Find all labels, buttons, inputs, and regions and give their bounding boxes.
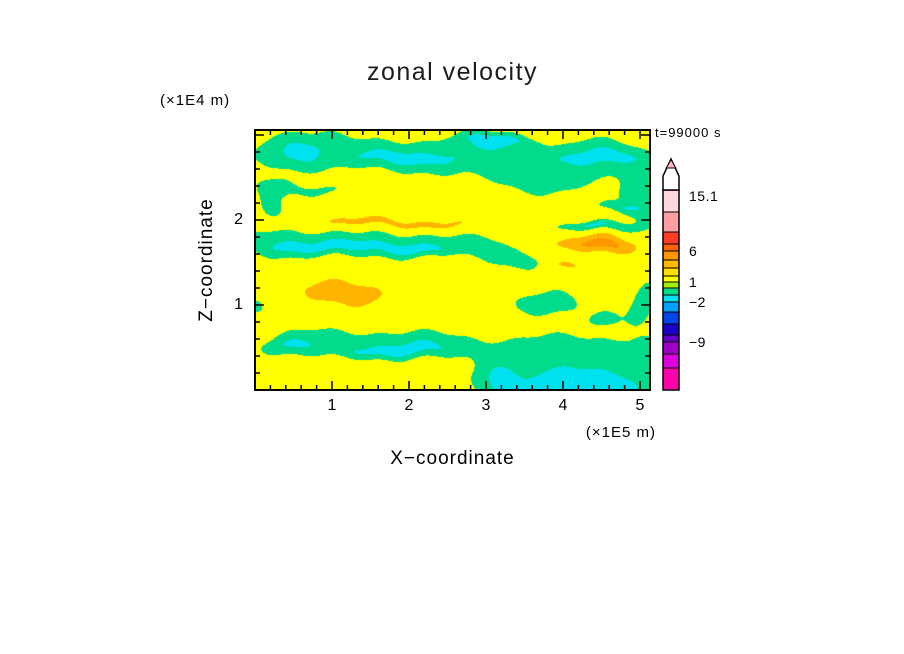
colorbar-label: 6 xyxy=(689,243,698,259)
x-tick-label: 4 xyxy=(558,397,568,414)
y-tick-label: 2 xyxy=(234,211,243,228)
x-axis-label: X−coordinate xyxy=(390,448,515,469)
x-tick-label: 5 xyxy=(635,397,645,414)
y-axis-label: Z−coordinate xyxy=(196,198,217,322)
x-tick-label: 2 xyxy=(404,397,414,414)
colorbar-label: 15.1 xyxy=(689,188,719,204)
y-tick-label: 1 xyxy=(234,296,243,313)
x-axis-unit: (×1E5 m) xyxy=(585,424,656,441)
colorbar-label: −9 xyxy=(689,334,706,350)
x-tick-label: 3 xyxy=(481,397,491,414)
time-label: t=99000 s xyxy=(655,125,722,140)
plot-title: zonal velocity xyxy=(366,58,539,86)
colorbar-label: −2 xyxy=(689,294,706,310)
x-tick-label: 1 xyxy=(327,397,337,414)
heatmap-canvas xyxy=(255,130,650,390)
y-axis-unit: (×1E4 m) xyxy=(160,92,231,109)
colorbar-label: 1 xyxy=(689,274,698,290)
